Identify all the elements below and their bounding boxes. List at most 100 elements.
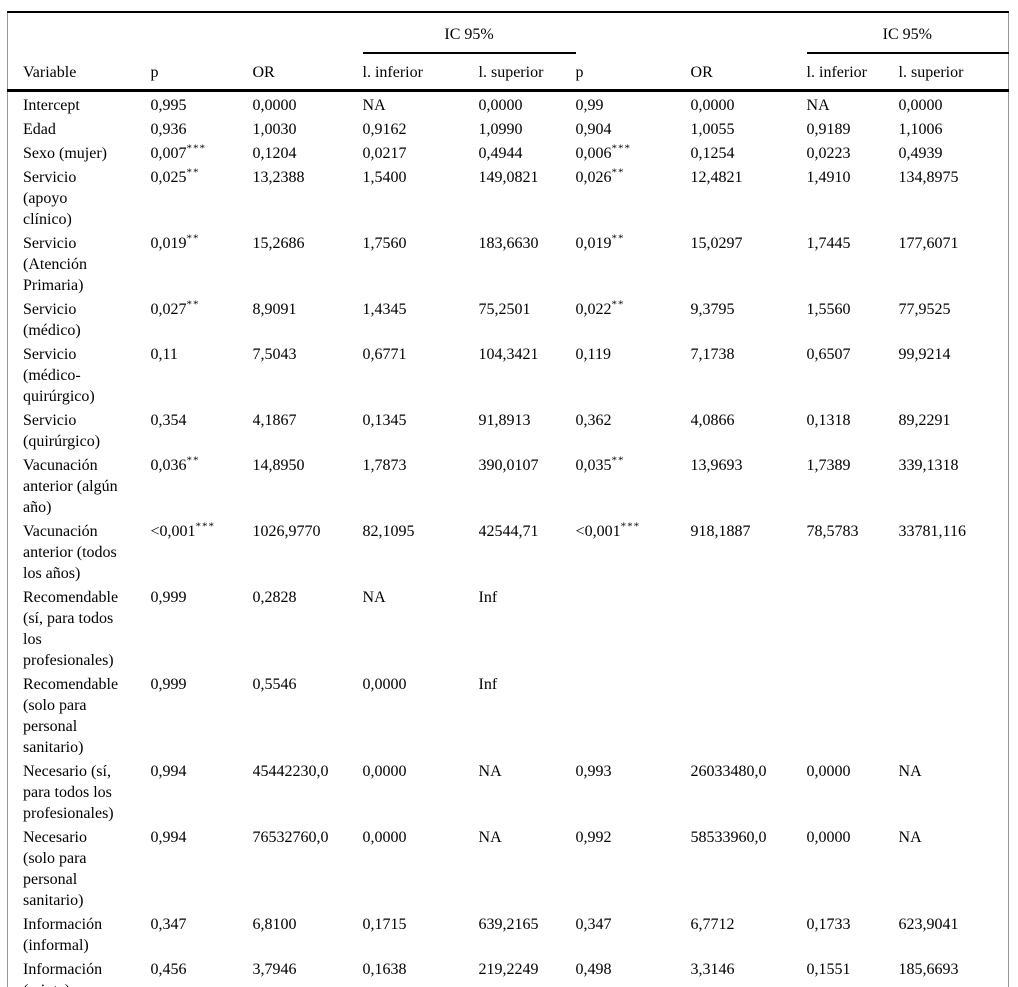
column-header-row: Variable p OR l. inferior l. superior p … xyxy=(7,53,1009,92)
cell-value: 183,6630 xyxy=(478,235,539,252)
cell-value: 14,8950 xyxy=(252,457,305,474)
variable-cell: Servicio (médico) xyxy=(8,296,151,341)
cell-value: 0,354 xyxy=(150,412,187,429)
cell-value: 0,025 xyxy=(150,169,187,186)
value-cell-p2: <0,001*** xyxy=(576,518,691,584)
value-cell-p1: 0,347 xyxy=(151,911,253,956)
cell-value: 7,5043 xyxy=(252,346,297,363)
value-cell-or1: 76532760,0 xyxy=(253,824,363,911)
value-cell-or2: 6,7712 xyxy=(691,911,807,956)
value-cell-ls1: 91,8913 xyxy=(479,407,576,452)
significance-stars: *** xyxy=(611,142,632,155)
value-cell-p1: 0,999 xyxy=(151,584,253,671)
cell-value: Inf xyxy=(478,676,498,693)
variable-cell: Vacunación anterior (todos los años) xyxy=(8,518,151,584)
cell-value: 1,7560 xyxy=(362,235,407,252)
variable-cell: Servicio (Atención Primaria) xyxy=(8,230,151,296)
cell-value: 0,027 xyxy=(150,301,187,318)
cell-value: 3,7946 xyxy=(252,961,297,978)
value-cell-li1: NA xyxy=(363,584,479,671)
cell-value: 0,0000 xyxy=(806,829,851,846)
cell-value: 58533960,0 xyxy=(690,829,767,846)
variable-cell: Servicio (apoyo clínico) xyxy=(8,164,151,230)
variable-name: Vacunación anterior (todos los años) xyxy=(23,523,117,582)
cell-value: 0,6507 xyxy=(806,346,851,363)
value-cell-li2: 1,5560 xyxy=(807,296,899,341)
value-cell-or2: 7,1738 xyxy=(691,341,807,407)
cell-value: 0,1254 xyxy=(690,145,735,162)
cell-value: 76532760,0 xyxy=(252,829,329,846)
value-cell-ls2: 33781,116 xyxy=(899,518,1009,584)
value-cell-or2: 0,1254 xyxy=(691,140,807,164)
value-cell-p1: 0,019** xyxy=(151,230,253,296)
spanner-spacer xyxy=(576,12,807,53)
cell-value: 0,993 xyxy=(575,763,612,780)
cell-value: 339,1318 xyxy=(898,457,959,474)
variable-name: Servicio (médico- quirúrgico) xyxy=(23,346,95,405)
cell-value: 0,1318 xyxy=(806,412,851,429)
value-cell-li2: 1,7389 xyxy=(807,452,899,518)
value-cell-li2 xyxy=(807,584,899,671)
value-cell-ls1: 639,2165 xyxy=(479,911,576,956)
cell-value: 0,1715 xyxy=(362,916,407,933)
value-cell-li1: 0,9162 xyxy=(363,116,479,140)
value-cell-or1: 0,5546 xyxy=(253,671,363,758)
col-header-lower-model2: l. inferior xyxy=(806,53,899,92)
col-header-or-model1: OR xyxy=(252,53,363,92)
value-cell-or2: 58533960,0 xyxy=(691,824,807,911)
variable-name: Información (informal) xyxy=(23,916,103,954)
variable-cell: Información (informal) xyxy=(8,911,151,956)
value-cell-li2: 1,4910 xyxy=(807,164,899,230)
cell-value: 104,3421 xyxy=(478,346,539,363)
value-cell-p1: 0,994 xyxy=(151,758,253,824)
value-cell-li1: 0,0217 xyxy=(363,140,479,164)
value-cell-ls1: Inf xyxy=(479,584,576,671)
value-cell-li2: 0,1318 xyxy=(807,407,899,452)
value-cell-p2: 0,347 xyxy=(576,911,691,956)
value-cell-li2: 0,9189 xyxy=(807,116,899,140)
cell-value: 1026,9770 xyxy=(252,523,321,540)
table-row: Sexo (mujer) 0,007*** 0,1204 0,0217 0,4944 0,… xyxy=(8,140,1009,164)
significance-stars: *** xyxy=(620,520,641,533)
value-cell-ls2: 177,6071 xyxy=(899,230,1009,296)
value-cell-or2: 12,4821 xyxy=(691,164,807,230)
significance-stars: ** xyxy=(611,454,625,467)
spanner-header-row: IC 95% IC 95% xyxy=(8,12,1009,54)
value-cell-p2: 0,022** xyxy=(576,296,691,341)
cell-value: 0,999 xyxy=(150,676,187,693)
value-cell-or1: 13,2388 xyxy=(253,164,363,230)
value-cell-ls1: 42544,71 xyxy=(479,518,576,584)
value-cell-ls1: 183,6630 xyxy=(479,230,576,296)
value-cell-p1: 0,994 xyxy=(151,824,253,911)
cell-value: 0,994 xyxy=(150,829,187,846)
cell-value: 0,347 xyxy=(150,916,187,933)
cell-value: 15,2686 xyxy=(252,235,305,252)
spanner-spacer xyxy=(8,12,363,53)
value-cell-li2: 0,0000 xyxy=(807,758,899,824)
col-header-variable: Variable xyxy=(7,53,151,92)
cell-value: 45442230,0 xyxy=(252,763,329,780)
value-cell-ls1: NA xyxy=(479,824,576,911)
value-cell-p1: 0,354 xyxy=(151,407,253,452)
cell-value: 0,362 xyxy=(575,412,612,429)
cell-value: 1,4910 xyxy=(806,169,851,186)
cell-value: 0,022 xyxy=(575,301,612,318)
cell-value: 42544,71 xyxy=(478,523,539,540)
cell-value: 0,4939 xyxy=(898,145,943,162)
value-cell-ls2: NA xyxy=(899,758,1009,824)
cell-value: 0,904 xyxy=(575,121,612,138)
variable-name: Necesario (solo para personal sanitario) xyxy=(23,829,87,909)
cell-value: 1,4345 xyxy=(362,301,407,318)
cell-value: 0,0000 xyxy=(362,829,407,846)
value-cell-p2: 0,006*** xyxy=(576,140,691,164)
cell-value: 0,006 xyxy=(575,145,612,162)
cell-value: NA xyxy=(898,829,922,846)
ic95-header-model1: IC 95% xyxy=(362,12,576,54)
cell-value: <0,001 xyxy=(150,523,196,540)
value-cell-p2: 0,993 xyxy=(576,758,691,824)
value-cell-ls2: 185,6693 xyxy=(899,956,1009,987)
variable-name: Recomendable (sí, para todos los profesi… xyxy=(23,589,119,669)
value-cell-li1: 0,0000 xyxy=(363,824,479,911)
cell-value: 75,2501 xyxy=(478,301,531,318)
cell-value: 6,8100 xyxy=(252,916,297,933)
